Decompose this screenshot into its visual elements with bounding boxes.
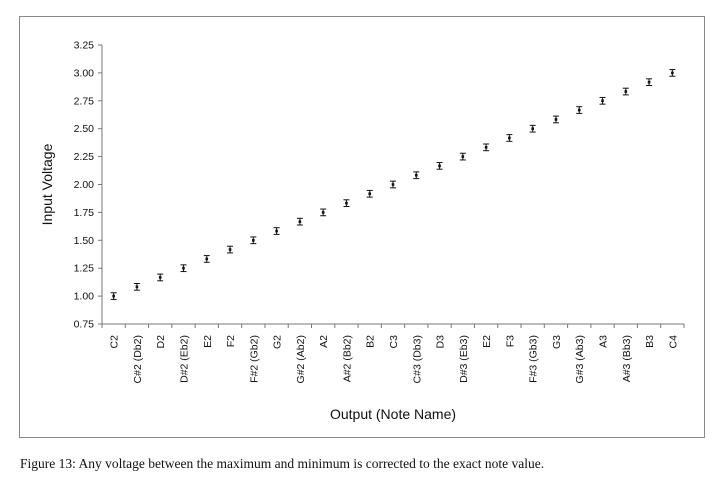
- point-marker: [484, 146, 488, 149]
- point-marker: [461, 155, 465, 158]
- data-point: [180, 264, 187, 273]
- x-tick-label: G2: [272, 335, 284, 349]
- data-point: [227, 245, 234, 254]
- y-tick-label: 2.50: [74, 123, 95, 135]
- y-tick-label: 2.75: [74, 95, 95, 107]
- x-tick-label: F2: [225, 335, 237, 347]
- data-point: [366, 189, 373, 198]
- data-point: [459, 152, 466, 161]
- x-tick-label: D3: [435, 335, 447, 349]
- y-tick-label: 2.00: [74, 179, 95, 191]
- point-marker: [275, 229, 278, 233]
- y-axis-ticks: 3.25 3.00 2.75 2.50 2.25 2.00 1.75 1.50 1.25 1.00…: [74, 40, 102, 331]
- y-tick-label: 3.25: [74, 40, 95, 52]
- data-point: [599, 96, 606, 105]
- data-point: [250, 236, 257, 245]
- x-axis-ticks: C2 C#2 (Db2) D2 D#2 (Eb2) E2 F2 F#2 (Gb2) G2 G#2…: [101, 324, 685, 383]
- x-tick-label: B3: [644, 335, 656, 348]
- y-tick-label: 1.25: [74, 263, 95, 275]
- point-marker: [414, 173, 418, 177]
- point-marker: [554, 118, 558, 121]
- x-tick-label: G#3 (Ab3): [574, 335, 586, 383]
- data-point: [203, 255, 210, 263]
- point-marker: [158, 276, 162, 279]
- x-tick-label: C4: [667, 335, 679, 349]
- x-tick-label: C#3 (Db3): [411, 335, 423, 383]
- data-point: [110, 292, 117, 300]
- point-marker: [345, 201, 348, 205]
- x-tick-label: A#2 (Bb2): [341, 335, 353, 382]
- data-point: [506, 134, 513, 142]
- data-point: [552, 115, 559, 124]
- y-tick-label: 1.00: [74, 291, 95, 303]
- data-point: [669, 69, 676, 77]
- x-axis-title: Output (Note Name): [330, 406, 456, 422]
- point-marker: [182, 266, 185, 270]
- x-tick-label: D#2 (Eb2): [178, 335, 190, 383]
- y-tick-label: 2.25: [74, 151, 95, 163]
- x-tick-label: F3: [504, 335, 516, 347]
- y-axis-title: Input Voltage: [39, 143, 55, 225]
- x-tick-label: A#3 (Bb3): [621, 335, 633, 382]
- point-marker: [577, 108, 581, 112]
- point-marker: [252, 239, 255, 242]
- data-point: [343, 199, 350, 207]
- point-marker: [647, 80, 651, 84]
- point-marker: [228, 248, 232, 251]
- figure-caption: Figure 13: Any voltage between the maxim…: [20, 456, 545, 471]
- data-point: [436, 162, 443, 170]
- y-tick-label: 1.50: [74, 235, 95, 247]
- x-tick-label: C2: [109, 335, 121, 349]
- x-tick-label: C3: [388, 335, 400, 349]
- point-marker: [438, 164, 441, 168]
- x-tick-label: G3: [551, 335, 563, 349]
- x-tick-label: D2: [155, 335, 167, 349]
- x-tick-label: E2: [481, 335, 493, 348]
- point-marker: [671, 71, 674, 75]
- data-point: [133, 282, 140, 291]
- data-points: [110, 69, 676, 300]
- x-tick-label: F#2 (Gb2): [248, 335, 260, 383]
- point-marker: [298, 220, 302, 223]
- data-point: [646, 78, 653, 87]
- x-tick-label: A3: [598, 335, 610, 348]
- point-marker: [391, 183, 395, 186]
- point-marker: [531, 127, 534, 130]
- data-point: [529, 124, 536, 133]
- chart-frame: 3.25 3.00 2.75 2.50 2.25 2.00 1.75 1.50 1.25 1.00…: [19, 16, 705, 438]
- x-tick-label: D#3 (Eb3): [458, 335, 470, 383]
- point-marker: [508, 136, 511, 140]
- y-tick-label: 0.75: [74, 319, 95, 331]
- y-tick-label: 3.00: [74, 67, 95, 79]
- x-tick-label: C#2 (Db2): [132, 335, 144, 383]
- y-tick-label: 1.75: [74, 207, 95, 219]
- data-point: [157, 273, 164, 282]
- x-tick-label: E2: [202, 335, 214, 348]
- data-point: [413, 171, 420, 180]
- data-point: [320, 208, 327, 217]
- data-point: [622, 87, 629, 96]
- point-marker: [368, 192, 372, 196]
- data-point: [296, 217, 303, 226]
- data-point: [576, 106, 583, 114]
- x-tick-label: B2: [365, 335, 377, 348]
- point-marker: [601, 99, 604, 103]
- point-marker: [321, 211, 325, 214]
- x-tick-label: A2: [318, 335, 330, 348]
- x-tick-label: G#2 (Ab2): [295, 335, 307, 383]
- data-point: [390, 180, 396, 189]
- x-tick-label: F#3 (Gb3): [528, 335, 540, 383]
- point-marker: [624, 90, 628, 93]
- point-marker: [135, 285, 139, 289]
- scatter-chart: 3.25 3.00 2.75 2.50 2.25 2.00 1.75 1.50 1.25 1.00…: [39, 40, 685, 422]
- point-marker: [112, 294, 115, 298]
- data-point: [483, 143, 490, 152]
- point-marker: [205, 257, 209, 261]
- data-point: [273, 227, 280, 235]
